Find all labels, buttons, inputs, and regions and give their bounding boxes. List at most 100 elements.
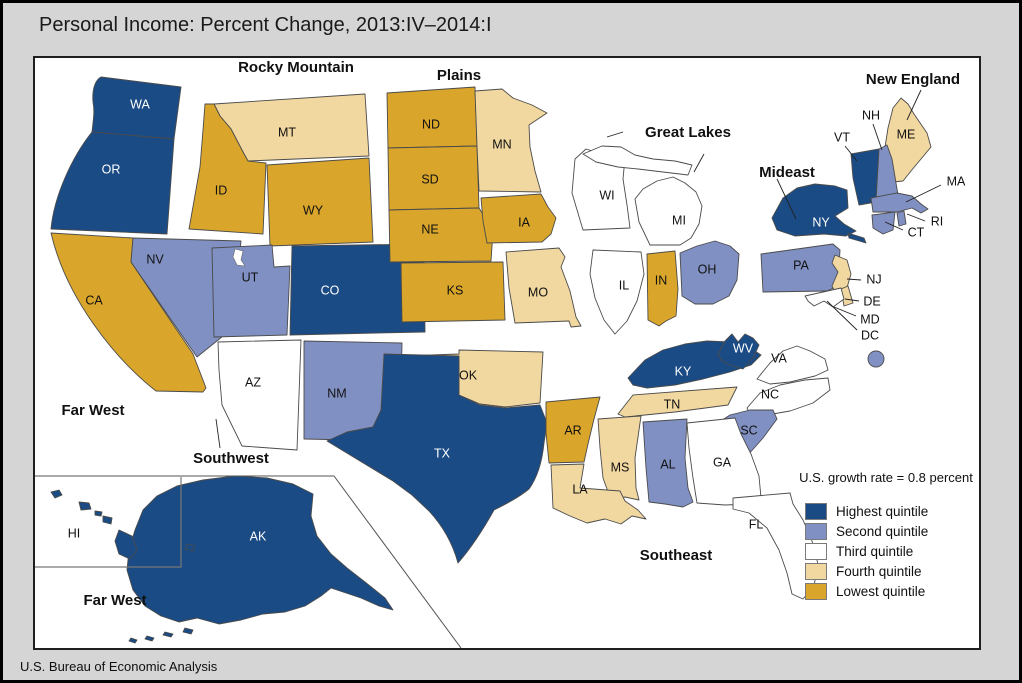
state-WY bbox=[266, 157, 374, 247]
inset-separator-line bbox=[35, 475, 462, 648]
state-DC bbox=[867, 350, 885, 368]
state-label-VT: VT bbox=[834, 131, 850, 145]
state-label-MS: MS bbox=[611, 461, 630, 475]
state-label-AR: AR bbox=[564, 424, 581, 438]
us-states-map: WA OR CA NV MT ID WY UT CO AZ NM ND SD NE KS MN IA MO OK TX… bbox=[35, 76, 966, 648]
state-label-MO: MO bbox=[528, 286, 548, 300]
region-leader-line bbox=[776, 178, 797, 220]
highest-quintile-swatch bbox=[805, 503, 827, 520]
state-label-NJ: NJ bbox=[866, 273, 881, 287]
region-label-new-england: New England bbox=[865, 71, 961, 88]
legend-item-label: Third quintile bbox=[836, 544, 914, 559]
state-AL bbox=[642, 418, 694, 508]
state-label-WA: WA bbox=[130, 98, 150, 112]
state-MO bbox=[505, 247, 582, 328]
state-label-OK: OK bbox=[459, 369, 478, 383]
state-leader-line-NJ bbox=[846, 278, 862, 281]
state-label-CO: CO bbox=[321, 284, 340, 298]
state-CT bbox=[871, 211, 896, 235]
state-label-DE: DE bbox=[863, 295, 880, 309]
state-LA bbox=[550, 463, 647, 525]
state-label-KY: KY bbox=[675, 365, 692, 379]
state-label-IL: IL bbox=[619, 279, 629, 293]
state-CA bbox=[50, 232, 207, 393]
state-label-UT: UT bbox=[242, 271, 259, 285]
legend-item-second: Second quintile bbox=[805, 523, 985, 540]
state-label-DC: DC bbox=[861, 329, 879, 343]
state-AK bbox=[126, 475, 394, 644]
state-label-CT: CT bbox=[908, 226, 925, 240]
state-OH bbox=[679, 240, 740, 305]
state-label-RI: RI bbox=[931, 215, 944, 229]
state-VT bbox=[850, 148, 880, 206]
region-label-far-west: Far West bbox=[61, 402, 125, 419]
state-label-TN: TN bbox=[664, 398, 681, 412]
region-leader-line bbox=[693, 153, 705, 173]
figure-title: Personal Income: Percent Change, 2013:IV… bbox=[39, 14, 492, 36]
state-DE bbox=[840, 285, 854, 307]
state-MD bbox=[804, 287, 845, 308]
state-label-SD: SD bbox=[421, 173, 438, 187]
state-label-AL: AL bbox=[660, 458, 675, 472]
region-label-great-lakes: Great Lakes bbox=[645, 124, 731, 141]
source-note: U.S. Bureau of Economic Analysis bbox=[20, 659, 218, 674]
state-label-NC: NC bbox=[761, 388, 779, 402]
state-label-WY: WY bbox=[303, 204, 324, 218]
state-label-MA: MA bbox=[947, 175, 966, 189]
region-label-southwest: Southwest bbox=[193, 450, 269, 467]
region-label-plains: Plains bbox=[436, 67, 482, 84]
state-VA bbox=[756, 345, 829, 385]
state-IA bbox=[480, 193, 557, 244]
state-label-VA: VA bbox=[771, 352, 787, 366]
state-TX bbox=[326, 353, 548, 564]
state-label-NV: NV bbox=[146, 253, 164, 267]
lowest-quintile-swatch bbox=[805, 583, 827, 600]
state-AZ bbox=[217, 339, 302, 451]
state-NE bbox=[388, 207, 494, 263]
great-salt-lake bbox=[232, 248, 246, 267]
state-label-NH: NH bbox=[862, 109, 880, 123]
state-FL bbox=[732, 492, 819, 600]
legend-note: U.S. growth rate = 0.8 percent bbox=[799, 470, 973, 485]
state-label-ME: ME bbox=[897, 128, 916, 142]
state-label-SC: SC bbox=[740, 424, 757, 438]
state-label-NE: NE bbox=[421, 223, 438, 237]
legend-item-highest: Highest quintile bbox=[805, 503, 985, 520]
state-MI bbox=[582, 145, 703, 246]
state-UT bbox=[211, 244, 291, 338]
state-ID bbox=[188, 103, 267, 235]
state-label-KS: KS bbox=[447, 284, 464, 298]
state-label-IA: IA bbox=[518, 216, 530, 230]
legend-item-label: Highest quintile bbox=[836, 504, 929, 519]
state-label-OR: OR bbox=[102, 163, 121, 177]
map-area: WA OR CA NV MT ID WY UT CO AZ NM ND SD NE KS MN IA MO OK TX… bbox=[33, 56, 981, 650]
state-leader-line-NH bbox=[872, 123, 883, 151]
state-label-MD: MD bbox=[860, 313, 879, 327]
state-label-IN: IN bbox=[655, 274, 668, 288]
state-label-WI: WI bbox=[599, 189, 614, 203]
region-label-rocky-mountain: Rocky Mountain bbox=[238, 59, 354, 76]
state-label-FL: FL bbox=[749, 518, 764, 532]
legend: U.S. growth rate = 0.8 percent Highest q… bbox=[787, 470, 985, 603]
state-KS bbox=[400, 261, 506, 323]
state-IN bbox=[646, 250, 679, 327]
state-label-TX: TX bbox=[434, 447, 451, 461]
state-MA bbox=[870, 192, 929, 214]
state-label-WV: WV bbox=[733, 342, 754, 356]
state-CO bbox=[289, 243, 426, 336]
state-WV bbox=[717, 333, 760, 370]
state-OR bbox=[50, 131, 175, 235]
state-leader-line-MA bbox=[905, 184, 942, 203]
state-AR bbox=[545, 396, 601, 464]
region-leader-line bbox=[606, 131, 624, 138]
state-label-LA: LA bbox=[572, 483, 588, 497]
state-label-AK: AK bbox=[250, 530, 267, 544]
legend-item-label: Second quintile bbox=[836, 524, 929, 539]
hawaii-inset-box bbox=[35, 477, 182, 568]
state-label-ND: ND bbox=[422, 118, 440, 132]
state-label-MT: MT bbox=[278, 126, 296, 140]
state-label-MN: MN bbox=[492, 138, 511, 152]
state-label-ID: ID bbox=[215, 184, 228, 198]
state-leader-line-VT bbox=[844, 145, 858, 162]
legend-item-lowest: Lowest quintile bbox=[805, 583, 985, 600]
